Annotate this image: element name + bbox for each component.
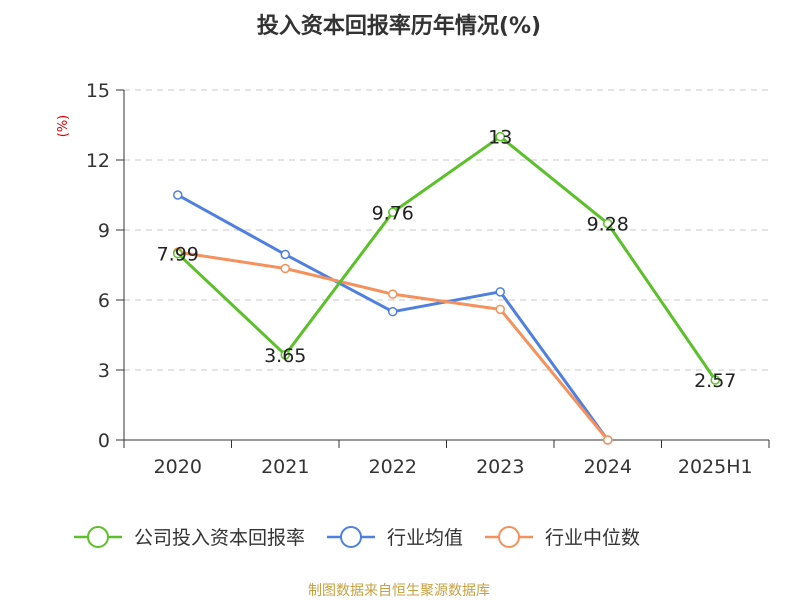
y-tick-label: 6 [98, 290, 110, 312]
series-line [177, 193, 609, 441]
data-labels: 7.99 3.65 9.76 13 9.28 2.57 [157, 127, 737, 392]
x-tick-label: 2021 [261, 456, 309, 478]
x-tick-label: 2020 [154, 456, 202, 478]
chart-title: 投入资本回报率历年情况(%) [257, 13, 541, 39]
y-tick-label: 0 [98, 430, 110, 452]
data-label: 2.57 [694, 370, 736, 392]
source-note: 制图数据来自恒生聚源数据库 [308, 583, 490, 599]
legend-swatch-marker [87, 526, 109, 548]
data-point [388, 207, 398, 218]
data-point [280, 249, 290, 260]
y-axis-unit: (%) [56, 115, 71, 138]
legend-swatch-marker [340, 526, 363, 548]
data-point [495, 304, 505, 315]
data-point [173, 190, 183, 200]
data-label: 7.99 [157, 244, 199, 266]
legend-label: 行业中位数 [545, 527, 640, 549]
data-label: 13 [488, 127, 512, 149]
series-line [177, 250, 609, 441]
data-point [388, 306, 398, 317]
data-label: 9.28 [587, 213, 629, 235]
y-tick-label: 12 [86, 150, 110, 172]
legend-label: 行业均值 [387, 527, 463, 549]
series-lines [173, 131, 720, 445]
x-tick-label: 2023 [476, 456, 524, 478]
data-label: 3.65 [264, 345, 306, 367]
data-point [280, 263, 290, 274]
legend-swatch-marker [498, 526, 521, 548]
x-tick-label: 2025H1 [678, 456, 753, 478]
series-line [176, 135, 717, 381]
grid-lines [124, 89, 769, 371]
y-tick-label: 3 [98, 360, 110, 382]
x-tick-label: 2024 [584, 456, 632, 478]
data-point [495, 131, 505, 142]
y-tick-label: 15 [86, 80, 110, 102]
data-point [603, 218, 613, 229]
data-point [173, 248, 183, 259]
legend: 公司投入资本回报率 行业均值 行业中位数 [74, 526, 640, 549]
data-point [495, 287, 505, 297]
data-point [603, 435, 613, 445]
x-tick-label: 2022 [369, 456, 417, 478]
axes: 0 3 6 9 12 15 2020 2021 2022 2023 2024 2025H1 [86, 80, 770, 478]
y-tick-label: 9 [98, 220, 110, 242]
data-point [280, 350, 290, 360]
data-point [388, 289, 398, 299]
legend-label: 公司投入资本回报率 [134, 527, 305, 549]
data-label: 9.76 [372, 202, 414, 224]
data-point [710, 375, 720, 385]
